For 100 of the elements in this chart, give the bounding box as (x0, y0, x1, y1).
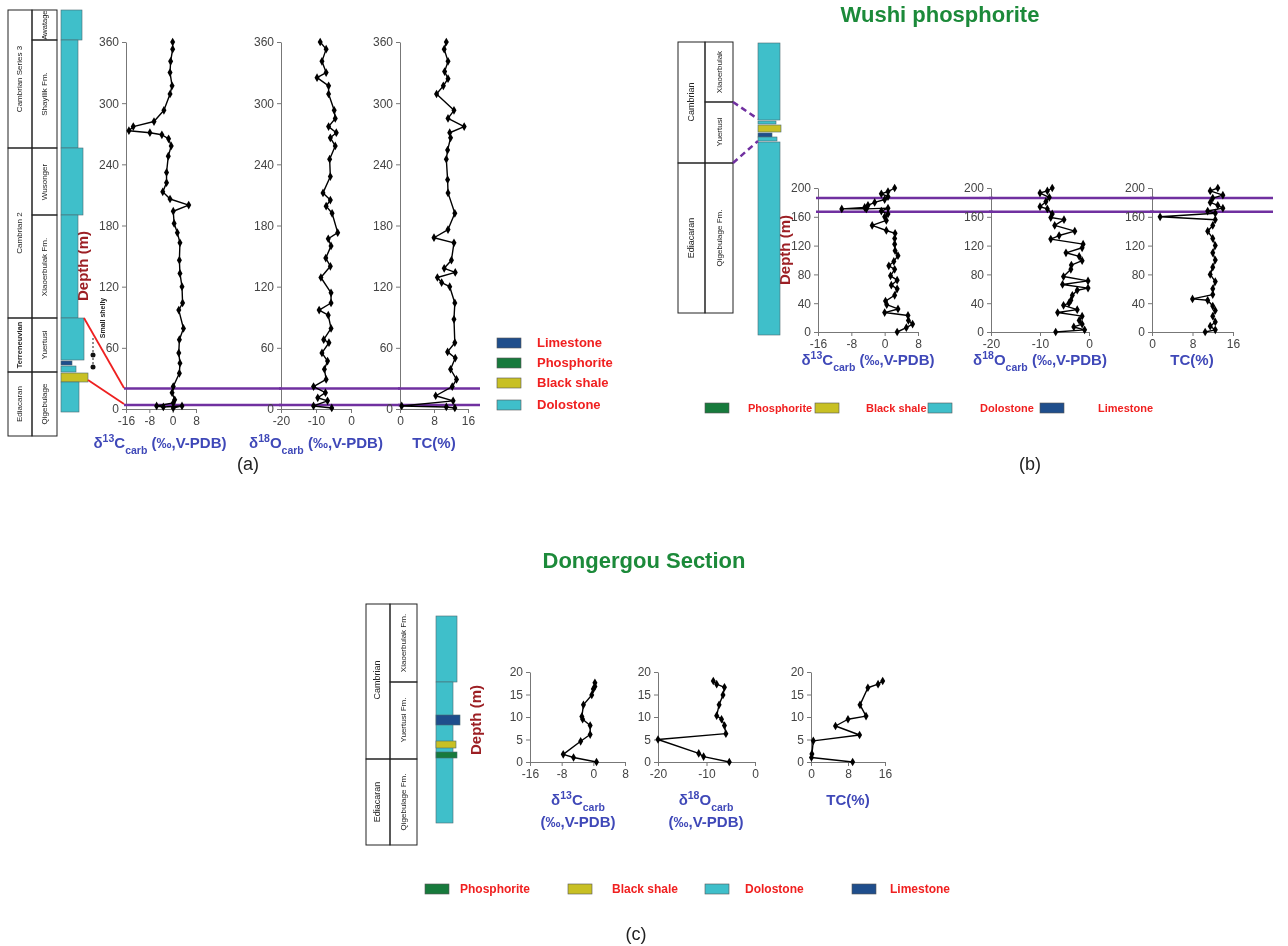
text: Yuertusi Fm. (399, 697, 409, 743)
x-tick-label: 8 (915, 336, 923, 351)
text: (a) (237, 454, 259, 474)
text: Phosphorite (460, 882, 531, 896)
y-tick-label: 200 (1124, 181, 1146, 196)
x-tick-label: 0 (1149, 336, 1157, 351)
x-tick-label: -8 (556, 766, 568, 781)
y-tick-label: 360 (98, 35, 120, 50)
y-tick-label: 40 (1131, 296, 1146, 311)
y-tick-label: 180 (372, 218, 394, 233)
text: Limestone (537, 335, 603, 350)
y-tick-label: 120 (1124, 238, 1146, 253)
text: Qigebulage Fm. (715, 209, 725, 267)
y-tick-label: 10 (790, 710, 805, 725)
y-tick-label: 120 (253, 280, 275, 295)
text: Ediacaran (686, 217, 697, 259)
y-tick-label: 0 (644, 755, 652, 770)
text: Xiaoerbulak Fm. (40, 237, 50, 297)
text: Shayilik Fm. (40, 72, 50, 116)
y-axis-title: Depth (m) (776, 215, 793, 285)
y-tick-label: 160 (963, 210, 985, 225)
x-tick-label: -10 (307, 413, 326, 428)
text: Cambrian (372, 660, 383, 700)
y-axis-title: Depth (m) (467, 685, 484, 755)
x-tick-label: 8 (845, 766, 853, 781)
y-tick-label: 300 (372, 96, 394, 111)
x-tick-label: 0 (1086, 336, 1094, 351)
x-tick-label: -8 (846, 336, 858, 351)
y-tick-label: 60 (260, 341, 275, 356)
y-tick-label: 5 (516, 732, 524, 747)
y-tick-label: 0 (797, 755, 805, 770)
x-tick-label: -16 (521, 766, 540, 781)
y-tick-label: 0 (804, 325, 812, 340)
x-tick-label: -20 (272, 413, 291, 428)
x-tick-label: 8 (1189, 336, 1197, 351)
y-tick-label: 0 (516, 755, 524, 770)
text: Phosphorite (748, 402, 813, 414)
text: Ediacaran (372, 781, 383, 823)
y-tick-label: 10 (637, 710, 652, 725)
y-tick-label: 40 (970, 296, 985, 311)
text: Yuertusi (40, 330, 50, 360)
text: Dolostone (745, 882, 804, 896)
y-tick-label: 80 (797, 267, 812, 282)
point (832, 721, 839, 731)
y-tick-label: 120 (790, 238, 812, 253)
y-tick-label: 0 (112, 402, 120, 417)
y-tick-label: 180 (98, 218, 120, 233)
x-tick-label: 0 (397, 413, 405, 428)
x-axis-title: TC(%) (1170, 351, 1214, 368)
y-tick-label: 10 (509, 710, 524, 725)
y-tick-label: 120 (98, 280, 120, 295)
x-tick-label: -8 (144, 413, 156, 428)
x-tick-label: 16 (461, 413, 476, 428)
text: Yuertusi (715, 117, 725, 147)
x-tick-label: 8 (431, 413, 439, 428)
y-tick-label: 20 (790, 665, 805, 680)
chart-title: Wushi phosphorite (840, 2, 1040, 27)
text: Phosphorite (537, 355, 613, 370)
y-tick-label: 240 (253, 157, 275, 172)
text: (b) (1019, 454, 1041, 474)
text: Dolostone (537, 397, 601, 412)
y-tick-label: 0 (386, 402, 394, 417)
text: Xiaoerbulak Fm. (399, 613, 409, 673)
text: Qigebulage Fm. (399, 773, 409, 831)
x-axis-title: TC(%) (412, 434, 456, 451)
x-axis-title: δ$^{13}$C$_{carb}$ (‰,V-PDB) (801, 349, 935, 373)
y-tick-label: 360 (372, 35, 394, 50)
y-tick-label: 15 (790, 687, 805, 702)
x-tick-label: -10 (698, 766, 716, 781)
y-tick-label: 120 (963, 238, 985, 253)
x-tick-label: 0 (348, 413, 356, 428)
y-tick-label: 5 (797, 732, 805, 747)
y-tick-label: 360 (253, 35, 275, 50)
x-tick-label: 0 (590, 766, 598, 781)
x-axis-title: δ$^{18}$O$_{carb}$ (‰,V-PDB) (249, 432, 383, 456)
y-tick-label: 200 (963, 181, 985, 196)
y-tick-label: 160 (1124, 210, 1146, 225)
text: (c) (625, 924, 647, 944)
y-tick-label: 120 (372, 280, 394, 295)
x-tick-label: 8 (622, 766, 630, 781)
y-tick-label: 15 (509, 687, 524, 702)
y-tick-label: 0 (977, 325, 985, 340)
y-tick-label: 40 (797, 296, 812, 311)
text: Wusonger (40, 163, 50, 201)
text: Qigebulage (40, 382, 50, 425)
x-tick-label: 8 (193, 413, 201, 428)
x-tick-label: 16 (878, 766, 893, 781)
y-tick-label: 80 (1131, 267, 1146, 282)
y-tick-label: 240 (98, 157, 120, 172)
y-tick-label: 240 (372, 157, 394, 172)
y-tick-label: 300 (253, 96, 275, 111)
x-tick-label: 0 (169, 413, 177, 428)
x-tick-label: 0 (752, 766, 760, 781)
y-tick-label: 60 (379, 341, 394, 356)
y-tick-label: 60 (105, 341, 120, 356)
text: Xiaoerbulak (715, 49, 725, 94)
text: Cambrian Series 3 (15, 45, 25, 113)
x-axis-title: δ$^{18}$O$_{carb}$ (‰,V-PDB) (973, 349, 1107, 373)
point (1189, 294, 1196, 304)
x-tick-label: -20 (649, 766, 668, 781)
